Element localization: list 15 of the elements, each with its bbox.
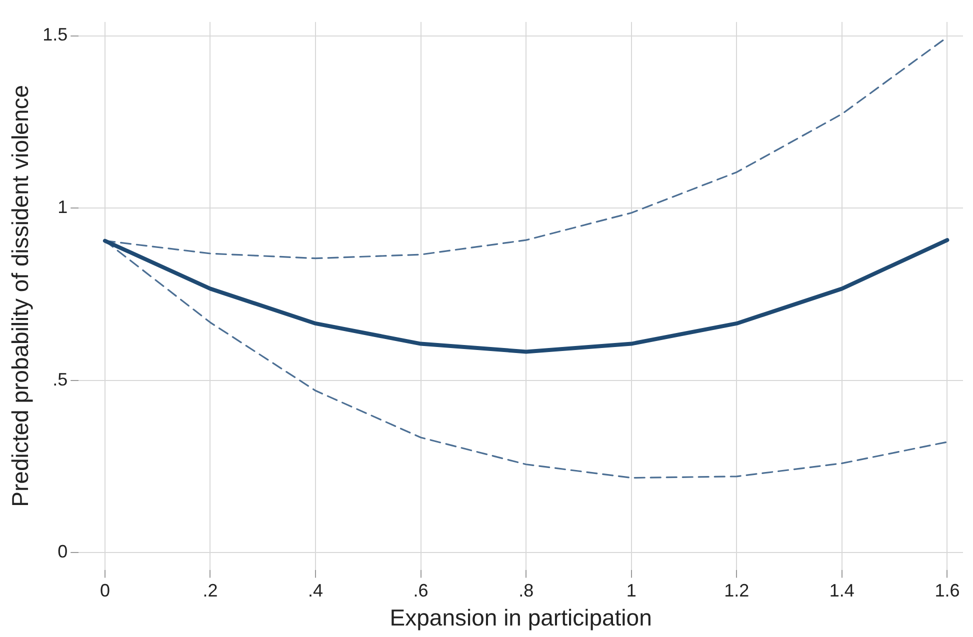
y-tick-label: 0 xyxy=(58,542,68,562)
x-tick-label: 0 xyxy=(100,580,110,601)
y-tick-label: 1.5 xyxy=(42,24,68,45)
x-axis-title: Expansion in participation xyxy=(390,604,652,631)
x-tick-label: 1 xyxy=(626,580,636,601)
x-tick-label: 1.4 xyxy=(829,580,854,601)
x-tick-label: .4 xyxy=(308,580,324,601)
x-tick-label: .8 xyxy=(518,580,534,601)
x-tick-label: .6 xyxy=(413,580,428,601)
x-tick-label: 1.2 xyxy=(724,580,750,601)
y-tick-label: 1 xyxy=(58,197,68,218)
y-axis-title: Predicted probability of dissident violence xyxy=(7,84,34,507)
x-tick-label: .2 xyxy=(202,580,218,601)
y-tick-label: .5 xyxy=(52,369,68,390)
x-tick-label: 1.6 xyxy=(934,580,960,601)
